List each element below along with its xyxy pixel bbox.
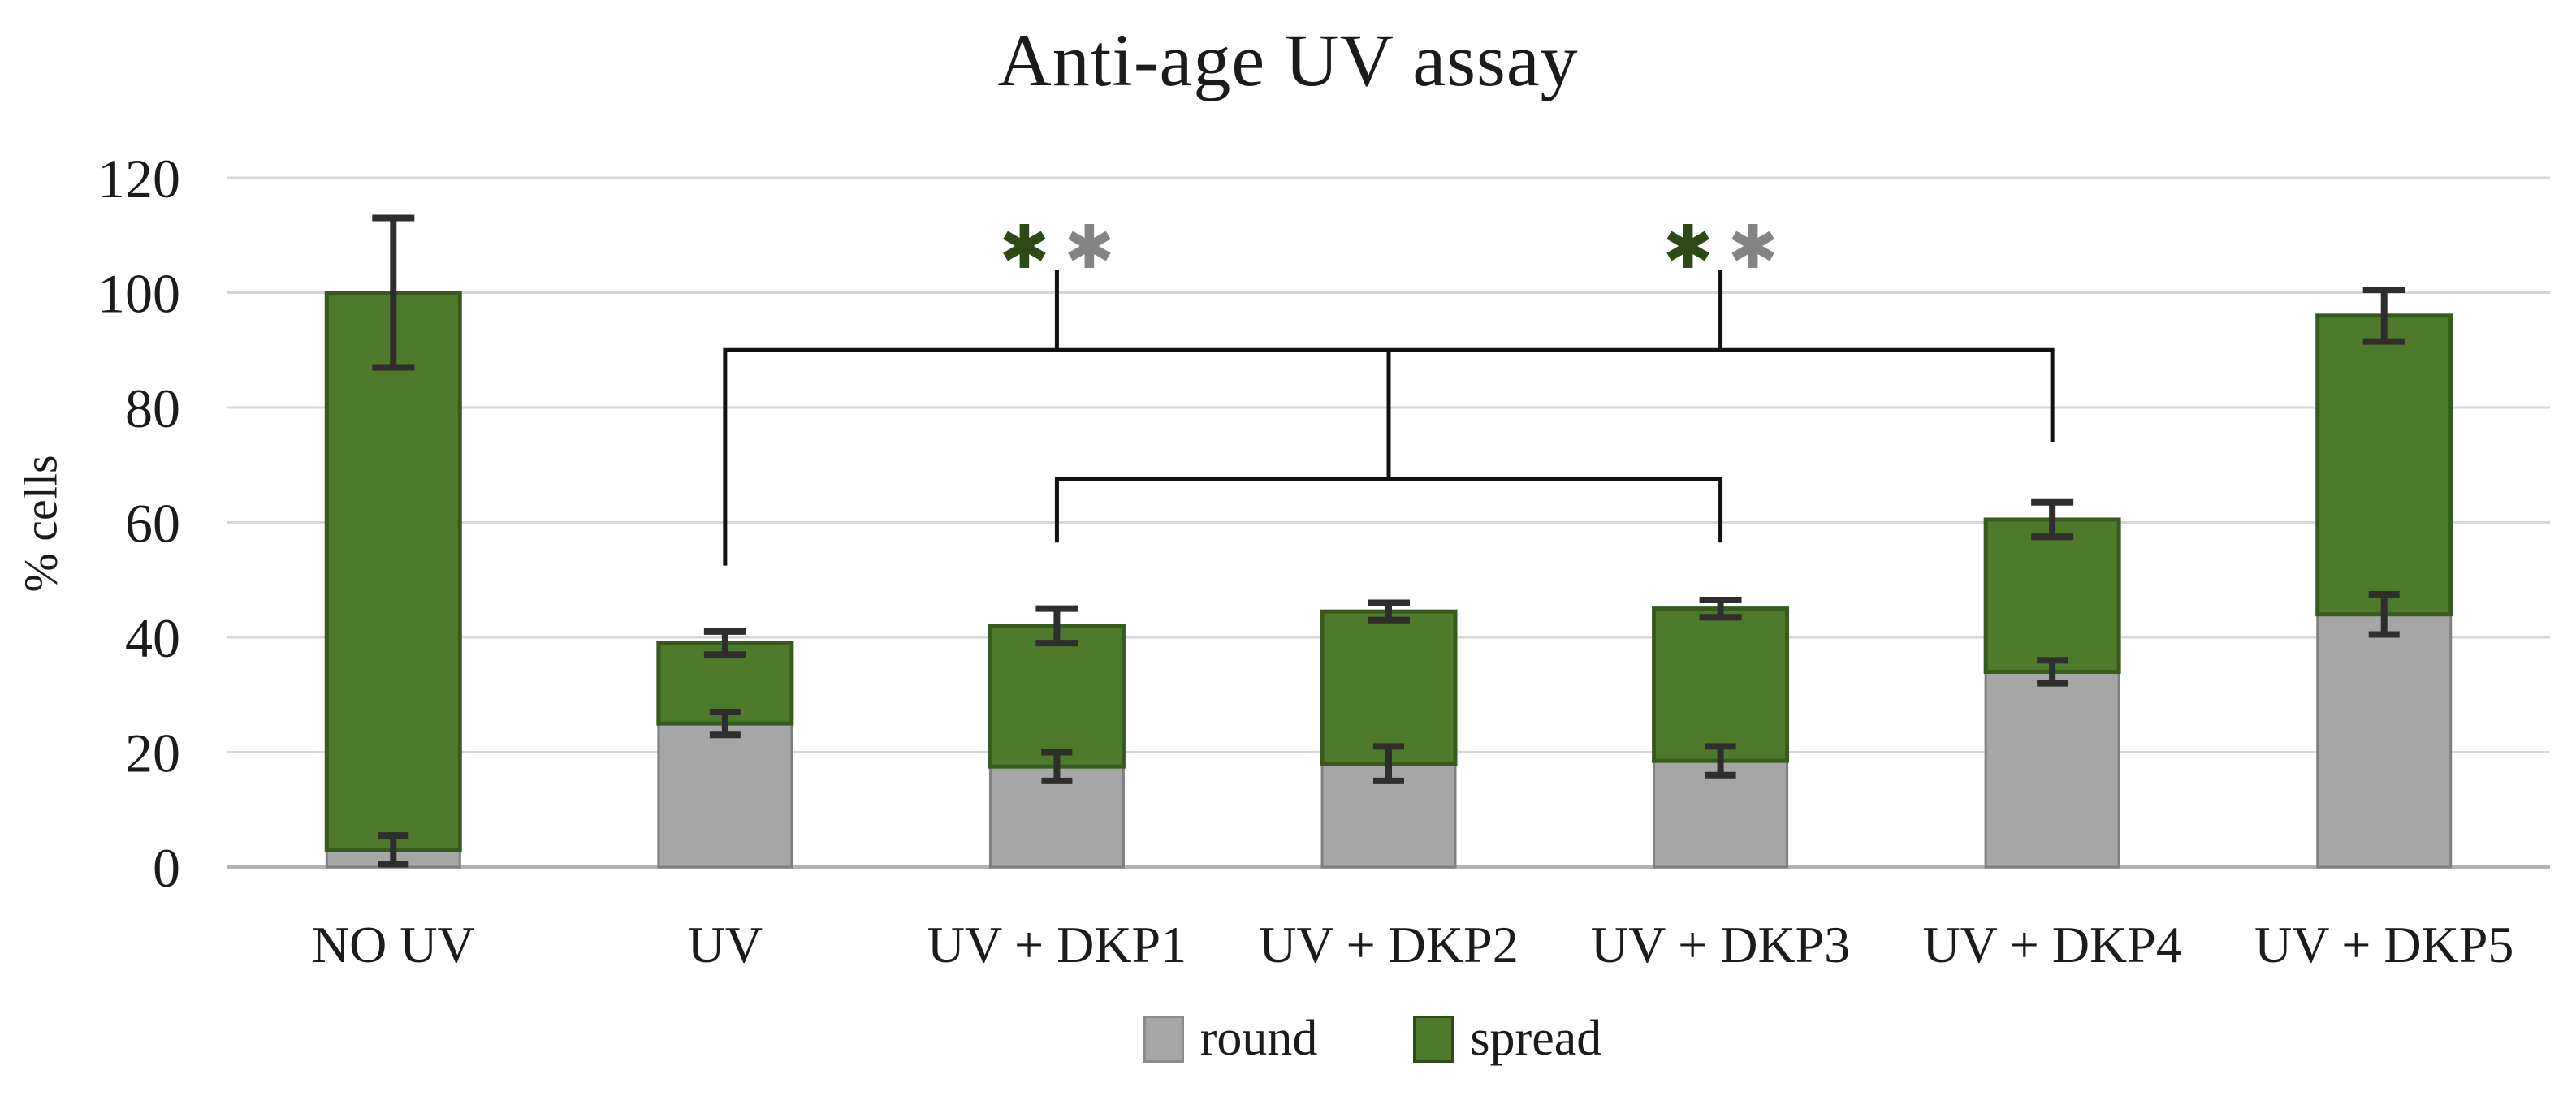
- x-axis-label-NO UV: NO UV: [312, 916, 475, 973]
- y-tick-label-40: 40: [125, 607, 180, 669]
- legend: round spread: [227, 1010, 2518, 1068]
- bar-spread-UV + DKP4: [1983, 517, 2121, 674]
- legend-swatch-round: [1143, 1015, 1184, 1063]
- x-axis-label-UV: UV: [688, 916, 763, 973]
- bar-round-UV + DKP5: [2316, 613, 2453, 869]
- y-tick-label-120: 120: [97, 148, 180, 209]
- legend-item-spread: spread: [1413, 1010, 1601, 1068]
- legend-label-round: round: [1199, 1011, 1318, 1066]
- bar-round-UV + DKP4: [1984, 670, 2120, 869]
- legend-item-round: round: [1143, 1010, 1318, 1068]
- y-tick-label-80: 80: [125, 378, 180, 439]
- x-axis-label-UV + DKP5: UV + DKP5: [2254, 916, 2513, 973]
- bar-spread-NO UV: [324, 291, 462, 852]
- bar-round-UV: [657, 722, 793, 869]
- significance-asterisk-UV + DKP3-green: ✱: [1663, 215, 1714, 282]
- bar-spread-UV + DKP5: [2315, 313, 2453, 617]
- x-axis-label-UV + DKP4: UV + DKP4: [1922, 916, 2181, 973]
- bar-round-UV + DKP3: [1653, 759, 1789, 869]
- y-tick-label-20: 20: [125, 723, 180, 784]
- legend-swatch-spread: [1413, 1015, 1454, 1063]
- chart-title: Anti-age UV assay: [997, 19, 1579, 101]
- bar-spread-UV + DKP1: [988, 624, 1126, 769]
- y-tick-label-60: 60: [125, 493, 180, 554]
- x-axis-label-UV + DKP1: UV + DKP1: [927, 916, 1186, 973]
- x-axis-label-UV + DKP3: UV + DKP3: [1591, 916, 1850, 973]
- bar-spread-UV + DKP2: [1320, 609, 1458, 766]
- legend-label-spread: spread: [1470, 1011, 1602, 1066]
- bar-spread-UV + DKP3: [1652, 606, 1790, 763]
- y-tick-label-100: 100: [97, 263, 180, 325]
- significance-asterisk-UV + DKP1-gray: ✱: [1064, 215, 1114, 282]
- significance-asterisk-UV + DKP1-green: ✱: [999, 215, 1049, 282]
- x-axis-label-UV + DKP2: UV + DKP2: [1259, 916, 1518, 973]
- bar-round-UV + DKP1: [988, 765, 1125, 869]
- significance-bracket-lower: [1054, 477, 1723, 543]
- y-tick-label-0: 0: [153, 837, 180, 899]
- significance-asterisk-UV + DKP3-gray: ✱: [1728, 215, 1779, 282]
